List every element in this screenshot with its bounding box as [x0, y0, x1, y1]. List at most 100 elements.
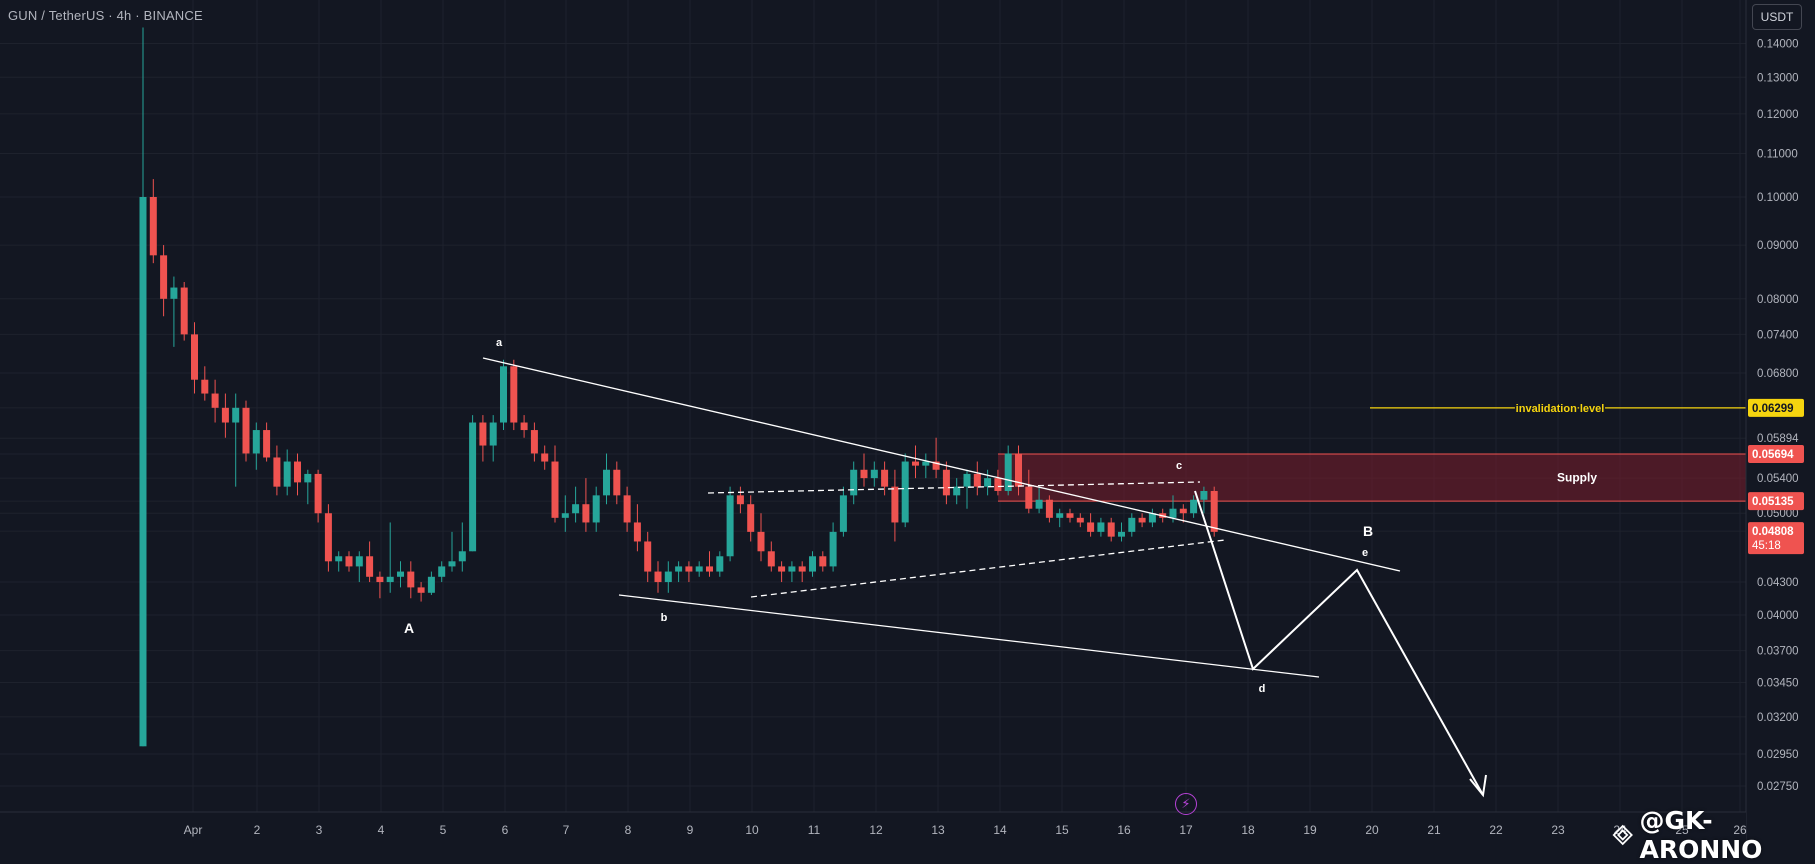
candle-body: [819, 556, 827, 567]
candle: [592, 486, 600, 532]
candle: [1190, 495, 1198, 518]
candle: [850, 461, 858, 505]
current-price-tag[interactable]: 0.04808 45:18: [1748, 522, 1804, 555]
price-tick-label: 0.03200: [1757, 712, 1799, 724]
candle: [767, 541, 775, 572]
candle-body: [716, 556, 724, 572]
invalidation-label: invalidation level: [1516, 403, 1605, 415]
candle-body: [1004, 453, 1012, 491]
time-axis[interactable]: Apr 2 3 4 5 6 7 8 9 10 11 12 13 14 15 16 17 18 19 20 21 22 23 2…: [0, 811, 1747, 845]
candle-body: [1179, 508, 1187, 514]
candle: [139, 27, 147, 747]
supply-zone[interactable]: Supply: [998, 453, 1746, 502]
candle: [757, 513, 765, 562]
candle-body: [170, 287, 178, 299]
watermark: @GK-ARONNO: [1612, 806, 1815, 864]
candle-body: [252, 430, 260, 454]
candle-body: [335, 556, 343, 562]
candle: [160, 245, 168, 317]
candle-body: [1066, 513, 1074, 518]
candle: [726, 486, 734, 562]
price-tick-label: 0.14000: [1757, 38, 1799, 50]
candle: [870, 461, 878, 487]
supply-label: Supply: [1557, 471, 1597, 485]
candle-body: [345, 556, 353, 567]
time-tick-label: 13: [931, 823, 945, 837]
candle-body: [850, 469, 858, 496]
candle-body: [1035, 499, 1043, 509]
candle: [809, 551, 816, 577]
wave-label-A: A: [404, 620, 414, 636]
time-tick-label: 14: [993, 823, 1007, 837]
lower-trendline[interactable]: [618, 594, 1320, 678]
candle-body: [427, 576, 435, 593]
candle: [973, 461, 981, 496]
candle-body: [706, 566, 713, 572]
wave-projection-path[interactable]: [1194, 490, 1484, 796]
price-axis-bg: [1746, 0, 1815, 845]
candle-body: [407, 571, 415, 588]
candle-body: [469, 422, 477, 552]
inner-lower-dashed[interactable]: [750, 539, 1226, 598]
candle-body: [973, 473, 981, 487]
price-tick-label: 0.10000: [1757, 192, 1799, 204]
candle: [355, 551, 363, 583]
currency-button[interactable]: USDT: [1752, 4, 1802, 30]
supply-bottom-price-tag[interactable]: 0.05135: [1748, 492, 1804, 511]
candle: [798, 561, 806, 583]
candle: [706, 551, 713, 577]
candle: [881, 461, 889, 496]
price-tick-label: 0.03700: [1757, 646, 1799, 658]
candle: [860, 453, 868, 487]
time-tick-label: 16: [1117, 823, 1131, 837]
candle-body: [809, 556, 816, 572]
candle: [407, 561, 415, 599]
candle-body: [984, 478, 992, 487]
upper-trendline[interactable]: [482, 357, 1401, 572]
candle-body: [530, 430, 538, 454]
price-tick-label: 0.05400: [1757, 473, 1799, 485]
candle-body: [623, 495, 631, 523]
price-tick-label: 0.03450: [1757, 678, 1799, 690]
candle-body: [675, 566, 683, 572]
candle-body: [1097, 522, 1105, 532]
inner-upper-dashed[interactable]: [707, 481, 1201, 494]
diamond-logo-icon: [1612, 824, 1633, 846]
candle: [572, 486, 580, 523]
candle: [273, 445, 281, 496]
candle: [263, 422, 271, 462]
supply-zone-rect[interactable]: [998, 453, 1746, 502]
candle-body: [870, 469, 878, 479]
candle-body: [932, 461, 940, 470]
candle-body: [922, 461, 930, 466]
candle-body: [582, 504, 590, 523]
price-axis[interactable]: 0.14000 0.13000 0.12000 0.11000 0.10000 0.090…: [1745, 0, 1815, 845]
candle: [633, 504, 641, 552]
candle-body: [304, 473, 312, 483]
drawings[interactable]: invalidation level A Ba b c d e: [404, 337, 1746, 798]
candle-body: [417, 587, 425, 593]
candle-body: [500, 366, 507, 423]
candle-body: [963, 473, 971, 487]
grid: [0, 0, 1746, 812]
price-chart[interactable]: Supply invalidation level A Ba b c d e 0.14000…: [0, 0, 1815, 845]
candle-body: [180, 287, 188, 335]
time-tick-label: 6: [502, 823, 509, 837]
time-tick-label: 17: [1179, 823, 1193, 837]
candle: [304, 469, 312, 505]
candle: [716, 551, 724, 577]
invalidation-price-tag[interactable]: 0.06299: [1748, 398, 1804, 417]
supply-top-price-tag[interactable]: 0.05694: [1748, 444, 1804, 463]
supply-top-price-tag-bg: [1748, 444, 1804, 463]
candle: [427, 571, 435, 595]
candle: [252, 422, 260, 470]
candle-body: [1190, 499, 1198, 514]
lightning-icon[interactable]: ⚡: [1175, 793, 1197, 815]
candle: [1179, 504, 1187, 523]
candle-body: [1169, 508, 1177, 518]
candle-body: [520, 422, 528, 431]
candle: [1056, 508, 1064, 528]
candle-body: [736, 495, 744, 505]
time-tick-label: 19: [1303, 823, 1317, 837]
candle: [283, 449, 291, 496]
